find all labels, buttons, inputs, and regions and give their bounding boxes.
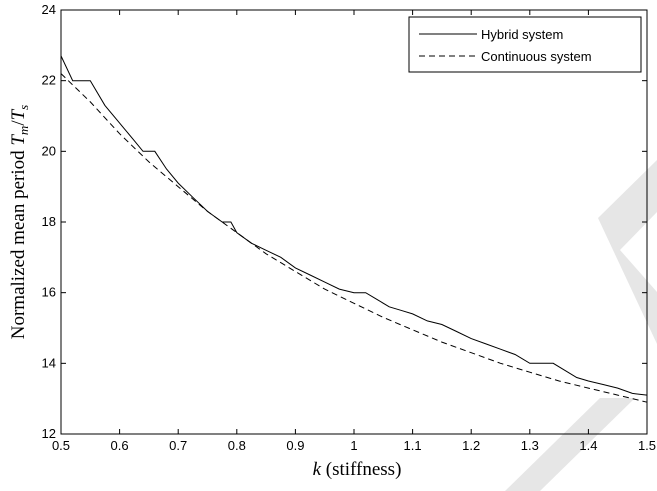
x-tick-label: 0.6 bbox=[111, 438, 129, 453]
x-tick-label: 0.8 bbox=[228, 438, 246, 453]
legend-entry-label: Continuous system bbox=[481, 49, 592, 64]
plot-area: 0.5 0.6 0.7 0.8 0.9 1 1.1 1.2 1.3 1.4 1.5 12 14 16 18 2… bbox=[42, 2, 657, 453]
series-group bbox=[60, 55, 648, 403]
x-tick-label: 1 bbox=[350, 438, 357, 453]
legend-box bbox=[408, 16, 642, 73]
legend: Hybrid system Continuous system bbox=[408, 16, 642, 73]
legend-entry-label: Hybrid system bbox=[481, 27, 563, 42]
watermark-shape bbox=[598, 160, 657, 344]
x-tick-label: 1.4 bbox=[579, 438, 597, 453]
y-axis-label: Normalized mean period Tm/Ts bbox=[8, 105, 31, 340]
x-tick-label: 1.3 bbox=[521, 438, 539, 453]
x-tick-label: 0.5 bbox=[52, 438, 70, 453]
y-tick-label: 24 bbox=[42, 2, 56, 17]
x-axis-label: k (stiffness) bbox=[313, 459, 402, 480]
plot-frame bbox=[60, 9, 648, 435]
x-tick-label: 0.7 bbox=[169, 438, 187, 453]
series-line-continuous bbox=[60, 73, 648, 403]
y-tick-label: 18 bbox=[42, 214, 56, 229]
y-tick-label: 22 bbox=[42, 73, 56, 88]
watermark-shape-lower bbox=[505, 398, 635, 491]
x-tick-label: 1.5 bbox=[638, 438, 656, 453]
x-tick-label: 0.9 bbox=[286, 438, 304, 453]
y-tick-label: 20 bbox=[42, 143, 56, 158]
x-tick-label: 1.1 bbox=[404, 438, 422, 453]
y-tick-label: 16 bbox=[42, 285, 56, 300]
series-line-hybrid bbox=[60, 55, 648, 396]
y-tick-label: 12 bbox=[42, 426, 56, 441]
x-tick-label: 1.2 bbox=[462, 438, 480, 453]
y-tick-label: 14 bbox=[42, 355, 56, 370]
